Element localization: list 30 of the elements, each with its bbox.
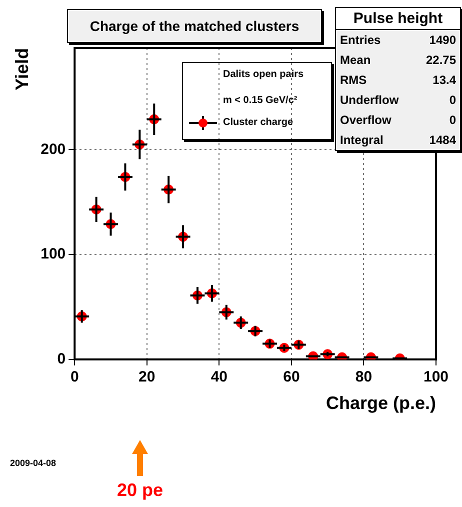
y-tick-label: 200 xyxy=(40,140,66,158)
legend-label: Cluster charge xyxy=(223,117,294,128)
annotation: 1484 xyxy=(429,133,456,147)
annotation: m < 0.15 GeV/c² xyxy=(223,95,298,106)
annotation: Underflow xyxy=(340,93,399,107)
annotation: 22.75 xyxy=(426,53,456,67)
x-tick-label: 60 xyxy=(283,368,300,386)
y-tick-label: 0 xyxy=(57,350,66,368)
text: Pulse height xyxy=(336,8,460,30)
text: 2009-04-08 xyxy=(10,458,56,468)
legend-title: Dalits open pairs xyxy=(223,69,304,80)
text: 20 pe xyxy=(117,480,164,501)
x-tick-label: 40 xyxy=(210,368,228,386)
y-tick-label: 100 xyxy=(40,246,66,263)
annotation: RMS xyxy=(340,73,367,87)
text: 0 xyxy=(449,113,456,127)
x-axis-title: Charge (p.e.) xyxy=(326,393,436,414)
y-axis-title: Yield xyxy=(12,48,32,90)
annotation: Integral xyxy=(340,133,384,147)
x-tick-label: 20 xyxy=(138,368,156,386)
x-tick-label: 0 xyxy=(70,368,79,386)
annotation: Mean xyxy=(340,53,371,67)
text: 1490 xyxy=(429,33,456,47)
text: 0 xyxy=(449,93,456,107)
annotation: 13.4 xyxy=(432,73,456,87)
x-tick-label: 80 xyxy=(355,368,372,386)
chart-title: Charge of the matched clusters xyxy=(67,9,322,43)
annotation: Overflow xyxy=(340,113,392,127)
text: Entries xyxy=(340,33,381,47)
x-tick-label: 100 xyxy=(423,368,449,386)
